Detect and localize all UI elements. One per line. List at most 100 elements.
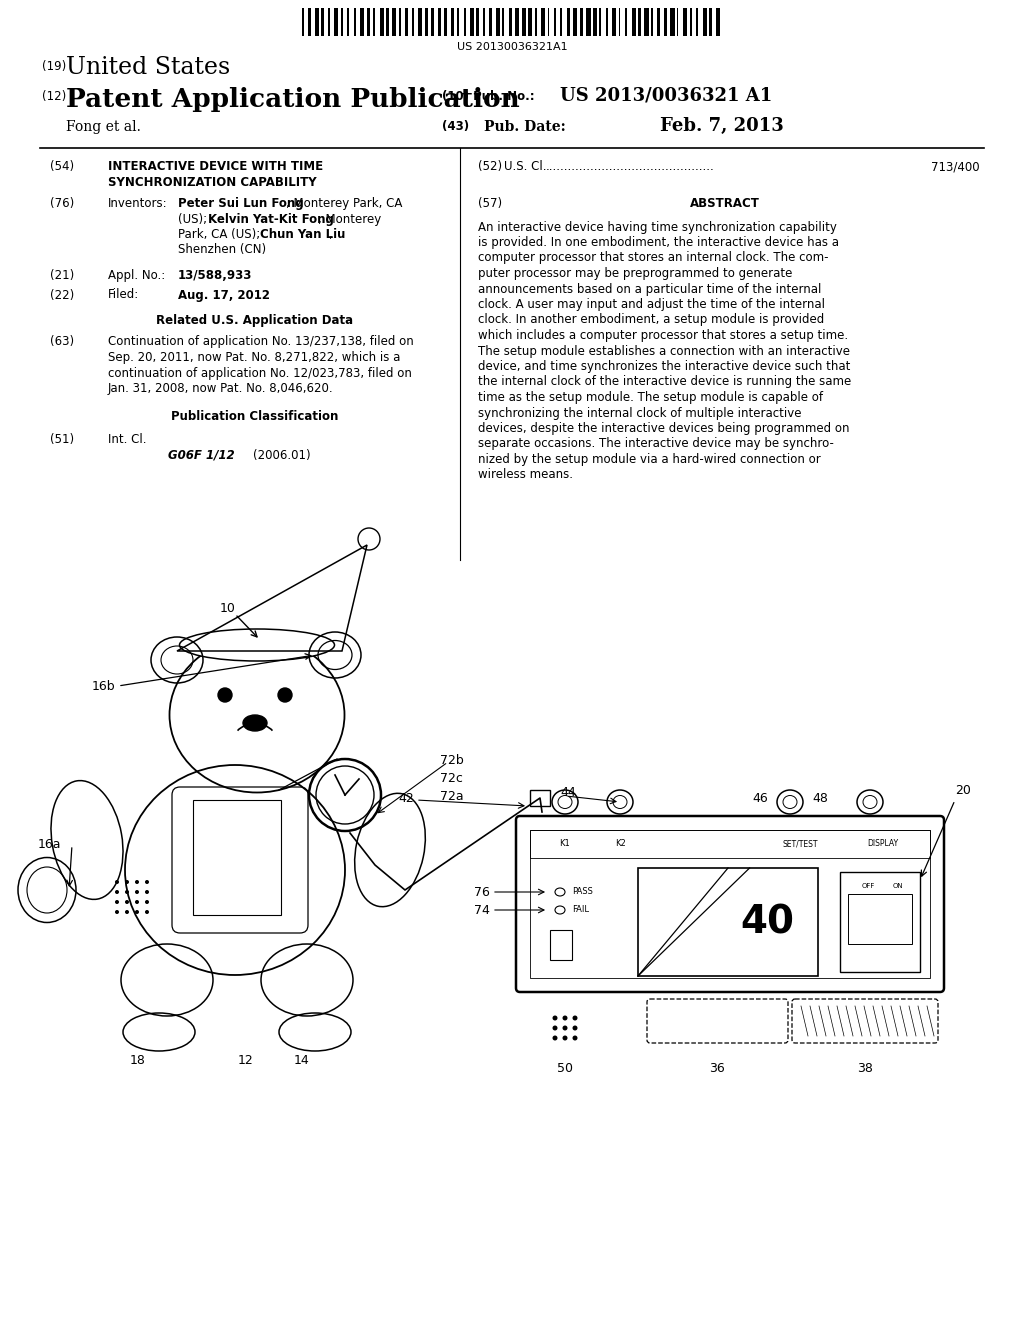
Text: 46: 46 [752, 792, 768, 804]
Text: 72a: 72a [440, 789, 464, 803]
Text: 72c: 72c [440, 771, 463, 784]
Bar [709, 8, 712, 36]
Text: Park, CA (US);: Park, CA (US); [178, 228, 264, 242]
Ellipse shape [562, 1026, 567, 1031]
Bar [521, 8, 526, 36]
Bar [530, 830, 930, 978]
Bar [599, 8, 601, 36]
Text: SET/TEST: SET/TEST [782, 840, 818, 849]
Text: U.S. Cl.: U.S. Cl. [504, 160, 547, 173]
Bar [605, 8, 608, 36]
Ellipse shape [115, 900, 119, 904]
Bar [386, 8, 389, 36]
Text: (12): (12) [42, 90, 67, 103]
Ellipse shape [572, 1026, 578, 1031]
Text: INTERACTIVE DEVICE WITH TIME: INTERACTIVE DEVICE WITH TIME [108, 160, 324, 173]
Ellipse shape [135, 890, 139, 894]
Text: nized by the setup module via a hard-wired connection or: nized by the setup module via a hard-wir… [478, 453, 821, 466]
Text: (19): (19) [42, 59, 67, 73]
Bar [425, 8, 428, 36]
Bar [548, 8, 549, 36]
Text: (76): (76) [50, 197, 75, 210]
Ellipse shape [145, 890, 150, 894]
Text: 72b: 72b [440, 754, 464, 767]
Text: K1: K1 [560, 840, 570, 849]
Bar [322, 8, 325, 36]
Text: Sep. 20, 2011, now Pat. No. 8,271,822, which is a: Sep. 20, 2011, now Pat. No. 8,271,822, w… [108, 351, 400, 364]
Bar [193, 800, 281, 915]
Text: (54): (54) [50, 160, 74, 173]
Ellipse shape [562, 1035, 567, 1040]
Text: 14: 14 [294, 1053, 310, 1067]
Bar [483, 8, 484, 36]
Text: Int. Cl.: Int. Cl. [108, 433, 146, 446]
Text: 12: 12 [239, 1053, 254, 1067]
Ellipse shape [135, 909, 139, 913]
Text: US 2013/0036321 A1: US 2013/0036321 A1 [560, 87, 772, 106]
Text: clock. A user may input and adjust the time of the internal: clock. A user may input and adjust the t… [478, 298, 825, 312]
Text: Continuation of application No. 13/237,138, filed on: Continuation of application No. 13/237,1… [108, 335, 414, 348]
Bar [392, 8, 396, 36]
Text: the internal clock of the interactive device is running the same: the internal clock of the interactive de… [478, 375, 851, 388]
Bar [696, 8, 697, 36]
Bar [515, 8, 519, 36]
Text: Filed:: Filed: [108, 289, 139, 301]
Bar [341, 8, 343, 36]
Text: 13/588,933: 13/588,933 [178, 269, 252, 282]
Ellipse shape [115, 890, 119, 894]
Ellipse shape [145, 880, 150, 884]
Text: (2006.01): (2006.01) [253, 449, 310, 462]
Text: FAIL: FAIL [572, 906, 589, 915]
Text: Feb. 7, 2013: Feb. 7, 2013 [660, 117, 783, 135]
Text: K2: K2 [614, 840, 626, 849]
Bar [587, 8, 591, 36]
Text: 48: 48 [812, 792, 828, 804]
Text: .............................................: ........................................… [546, 160, 715, 173]
Bar [554, 8, 556, 36]
Bar [530, 789, 550, 807]
Text: Related U.S. Application Data: Related U.S. Application Data [157, 314, 353, 327]
Text: 38: 38 [857, 1063, 872, 1074]
Ellipse shape [553, 1015, 557, 1020]
Bar [496, 8, 500, 36]
Bar [612, 8, 615, 36]
Text: PASS: PASS [572, 887, 593, 896]
Text: synchronizing the internal clock of multiple interactive: synchronizing the internal clock of mult… [478, 407, 802, 420]
Text: 74: 74 [474, 903, 490, 916]
Text: 16a: 16a [38, 838, 61, 851]
Bar [509, 8, 512, 36]
Text: 40: 40 [740, 903, 795, 941]
Bar [451, 8, 454, 36]
Text: 50: 50 [557, 1063, 573, 1074]
Ellipse shape [572, 1015, 578, 1020]
Text: ,: , [328, 228, 332, 242]
Bar [334, 8, 338, 36]
Bar [573, 8, 577, 36]
Text: Pub. Date:: Pub. Date: [484, 120, 565, 135]
Text: (51): (51) [50, 433, 74, 446]
Bar [580, 8, 583, 36]
Ellipse shape [243, 715, 267, 731]
Bar [677, 8, 678, 36]
Ellipse shape [145, 909, 150, 913]
Text: computer processor that stores an internal clock. The com-: computer processor that stores an intern… [478, 252, 828, 264]
Bar [431, 8, 434, 36]
Text: Shenzhen (CN): Shenzhen (CN) [178, 243, 266, 256]
Text: 20: 20 [955, 784, 971, 796]
Text: separate occasions. The interactive device may be synchro-: separate occasions. The interactive devi… [478, 437, 834, 450]
Text: ABSTRACT: ABSTRACT [690, 197, 760, 210]
Bar [683, 8, 687, 36]
Text: clock. In another embodiment, a setup module is provided: clock. In another embodiment, a setup mo… [478, 314, 824, 326]
Text: (57): (57) [478, 197, 502, 210]
Text: , Monterey: , Monterey [318, 213, 381, 226]
Bar [593, 8, 597, 36]
Bar [690, 8, 692, 36]
Bar [315, 8, 319, 36]
Bar [308, 8, 311, 36]
Text: 16b: 16b [91, 680, 115, 693]
Text: (63): (63) [50, 335, 74, 348]
Text: Aug. 17, 2012: Aug. 17, 2012 [178, 289, 270, 301]
Ellipse shape [115, 880, 119, 884]
Text: (43): (43) [442, 120, 469, 133]
Ellipse shape [553, 1026, 557, 1031]
